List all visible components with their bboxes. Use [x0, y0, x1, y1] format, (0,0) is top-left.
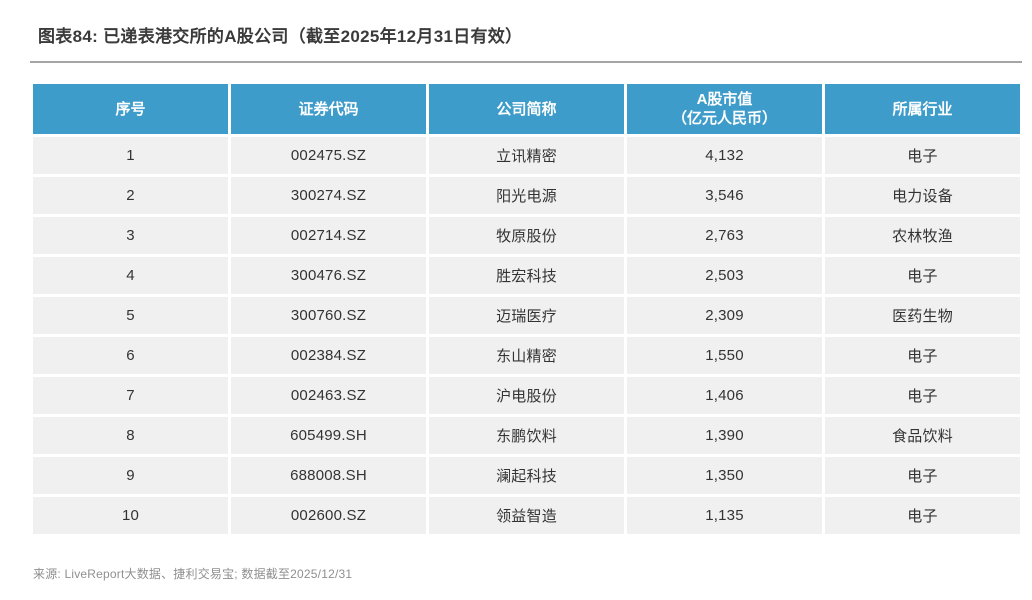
- table-cell: 688008.SH: [231, 457, 426, 494]
- column-header-company-name: 公司简称: [429, 84, 624, 134]
- table-cell: 300274.SZ: [231, 177, 426, 214]
- table-cell: 沪电股份: [429, 377, 624, 414]
- table-cell: 1,350: [627, 457, 822, 494]
- table-cell: 002463.SZ: [231, 377, 426, 414]
- table-row: 5 300760.SZ 迈瑞医疗 2,309 医药生物: [33, 297, 1020, 334]
- table-cell: 迈瑞医疗: [429, 297, 624, 334]
- table-cell: 牧原股份: [429, 217, 624, 254]
- table-cell: 002714.SZ: [231, 217, 426, 254]
- title-divider: [30, 61, 1022, 63]
- column-header-label: 所属行业: [892, 100, 953, 118]
- table-cell: 领益智造: [429, 497, 624, 534]
- table-cell: 4: [33, 257, 228, 294]
- column-header-label: A股市值: [696, 91, 753, 108]
- table-cell: 立讯精密: [429, 137, 624, 174]
- figure-title: 图表84: 已递表港交所的A股公司（截至2025年12月31日有效）: [38, 27, 523, 46]
- table-cell: 9: [33, 457, 228, 494]
- table-row: 6 002384.SZ 东山精密 1,550 电子: [33, 337, 1020, 374]
- table-cell: 食品饮料: [825, 417, 1020, 454]
- table-cell: 7: [33, 377, 228, 414]
- table-cell: 2,309: [627, 297, 822, 334]
- column-header-industry: 所属行业: [825, 84, 1020, 134]
- table-cell: 电子: [825, 257, 1020, 294]
- table-cell: 东鹏饮料: [429, 417, 624, 454]
- table-row: 3 002714.SZ 牧原股份 2,763 农林牧渔: [33, 217, 1020, 254]
- table-cell: 6: [33, 337, 228, 374]
- table-cell: 电力设备: [825, 177, 1020, 214]
- table-cell: 2: [33, 177, 228, 214]
- table-cell: 电子: [825, 137, 1020, 174]
- table-cell: 002600.SZ: [231, 497, 426, 534]
- table-row: 1 002475.SZ 立讯精密 4,132 电子: [33, 137, 1020, 174]
- table-cell: 东山精密: [429, 337, 624, 374]
- table-cell: 1,390: [627, 417, 822, 454]
- table-cell: 电子: [825, 457, 1020, 494]
- table-cell: 电子: [825, 337, 1020, 374]
- table-cell: 8: [33, 417, 228, 454]
- column-header-seq-no: 序号: [33, 84, 228, 134]
- table-row: 9 688008.SH 澜起科技 1,350 电子: [33, 457, 1020, 494]
- table-row: 8 605499.SH 东鹏饮料 1,390 食品饮料: [33, 417, 1020, 454]
- table-cell: 电子: [825, 497, 1020, 534]
- table-cell: 阳光电源: [429, 177, 624, 214]
- table-cell: 2,503: [627, 257, 822, 294]
- table-cell: 605499.SH: [231, 417, 426, 454]
- table-cell: 10: [33, 497, 228, 534]
- table-cell: 3,546: [627, 177, 822, 214]
- column-header-market-cap: A股市值 （亿元人民币）: [627, 84, 822, 134]
- table-body: 1 002475.SZ 立讯精密 4,132 电子 2 300274.SZ 阳光电源 3,546…: [33, 137, 1020, 534]
- table-cell: 澜起科技: [429, 457, 624, 494]
- table-cell: 300476.SZ: [231, 257, 426, 294]
- table-cell: 3: [33, 217, 228, 254]
- table-cell: 002384.SZ: [231, 337, 426, 374]
- column-header-label: 公司简称: [496, 100, 557, 118]
- column-header-ticker: 证券代码: [231, 84, 426, 134]
- source-note: 来源: LiveReport大数据、捷利交易宝; 数据截至2025/12/31: [33, 567, 353, 581]
- column-header-label: 序号: [115, 100, 146, 118]
- table-cell: 1,135: [627, 497, 822, 534]
- column-header-label: 证券代码: [298, 100, 359, 118]
- table-cell: 胜宏科技: [429, 257, 624, 294]
- table-cell: 1,550: [627, 337, 822, 374]
- table-cell: 1,406: [627, 377, 822, 414]
- table-cell: 医药生物: [825, 297, 1020, 334]
- table-cell: 4,132: [627, 137, 822, 174]
- a-share-companies-table: 序号 证券代码 公司简称 A股市值 （亿元人民币） 所属行业 1 002475.S…: [33, 84, 1020, 534]
- table-row: 2 300274.SZ 阳光电源 3,546 电力设备: [33, 177, 1020, 214]
- table-row: 4 300476.SZ 胜宏科技 2,503 电子: [33, 257, 1020, 294]
- table-row: 7 002463.SZ 沪电股份 1,406 电子: [33, 377, 1020, 414]
- table-cell: 农林牧渔: [825, 217, 1020, 254]
- table-header-row: 序号 证券代码 公司简称 A股市值 （亿元人民币） 所属行业: [33, 84, 1020, 134]
- table-cell: 300760.SZ: [231, 297, 426, 334]
- table-cell: 5: [33, 297, 228, 334]
- table-row: 10 002600.SZ 领益智造 1,135 电子: [33, 497, 1020, 534]
- table-cell: 电子: [825, 377, 1020, 414]
- table-cell: 1: [33, 137, 228, 174]
- table-cell: 002475.SZ: [231, 137, 426, 174]
- table-cell: 2,763: [627, 217, 822, 254]
- column-header-sublabel: （亿元人民币）: [671, 110, 777, 127]
